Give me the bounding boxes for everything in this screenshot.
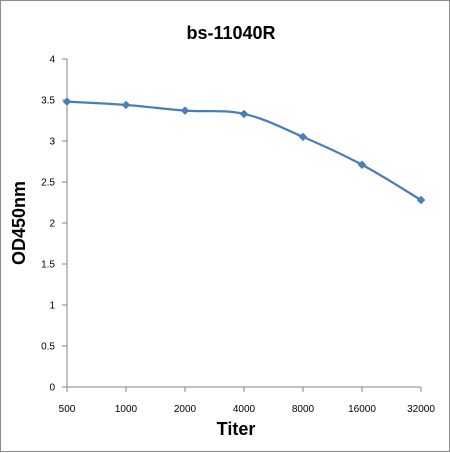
y-tick-label: 0.5 bbox=[41, 342, 55, 353]
data-point-marker bbox=[298, 132, 308, 142]
y-tick-label: 0 bbox=[49, 383, 55, 394]
x-tick-label: 2000 bbox=[174, 404, 197, 415]
y-tick-labels: 0 0.5 1 1.5 2 2.5 3 3.5 4 bbox=[41, 55, 55, 394]
axes bbox=[62, 58, 422, 392]
x-tick-label: 4000 bbox=[233, 404, 256, 415]
y-tick-label: 2 bbox=[49, 219, 55, 230]
y-tick-label: 3 bbox=[49, 137, 55, 148]
data-point-marker bbox=[416, 195, 426, 205]
y-tick-label: 2.5 bbox=[41, 178, 55, 189]
y-axis-title: OD450nm bbox=[9, 181, 29, 265]
data-point-marker bbox=[62, 97, 72, 106]
series-group bbox=[62, 97, 426, 205]
x-tick-label: 16000 bbox=[348, 404, 376, 415]
x-tick-label: 8000 bbox=[292, 404, 315, 415]
data-point-marker bbox=[239, 109, 249, 119]
x-tick-label: 32000 bbox=[407, 404, 435, 415]
x-tick-label: 500 bbox=[59, 404, 76, 415]
data-point-marker bbox=[357, 160, 367, 170]
y-tick-label: 1.5 bbox=[41, 260, 55, 271]
data-point-marker bbox=[180, 106, 190, 116]
x-tick-label: 1000 bbox=[115, 404, 138, 415]
y-tick-label: 4 bbox=[49, 55, 55, 66]
y-tick-label: 1 bbox=[49, 301, 55, 312]
x-tick-labels: 500 1000 2000 4000 8000 16000 32000 bbox=[59, 404, 436, 415]
data-point-marker bbox=[121, 100, 131, 110]
y-tick-label: 3.5 bbox=[41, 96, 55, 107]
chart-title: bs-11040R bbox=[186, 23, 275, 43]
x-axis-title: Titer bbox=[217, 419, 256, 439]
